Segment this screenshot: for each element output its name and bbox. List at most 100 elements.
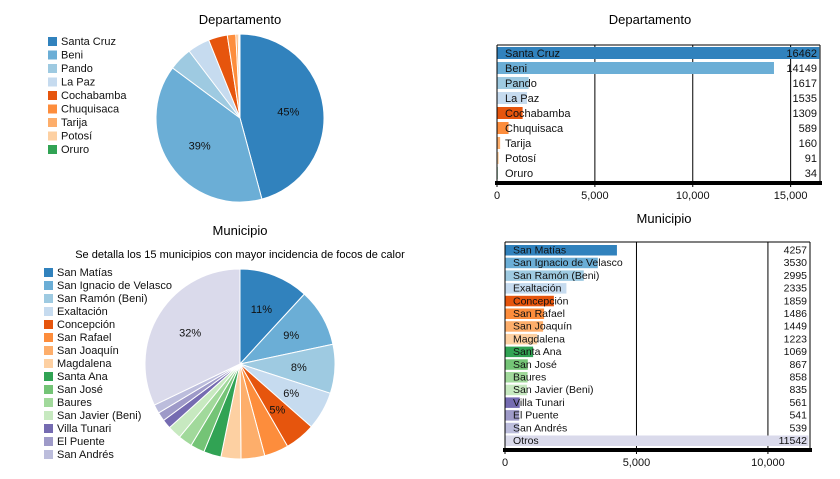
legend-label: Pando — [61, 63, 93, 75]
legend-swatch — [44, 398, 53, 407]
bar-category-label: Otros — [513, 435, 539, 447]
legend-swatch — [48, 104, 57, 114]
bar-category-label: La Paz — [505, 93, 539, 105]
bar — [505, 422, 520, 434]
bar-category-label: Pando — [505, 78, 537, 90]
bar-value-label: 91 — [805, 153, 817, 165]
municipio-pie-subtitle: Se detalla los 15 municipios con mayor i… — [75, 249, 405, 261]
bar-category-label: Potosí — [505, 153, 536, 165]
bar-value-label: 160 — [799, 138, 817, 150]
bar-category-label: Baures — [513, 372, 546, 384]
pie-percent-label: 8% — [291, 362, 307, 374]
bar — [505, 372, 528, 383]
bar — [505, 308, 545, 319]
bar — [505, 359, 528, 370]
bar — [505, 410, 520, 421]
bar — [505, 397, 520, 408]
bar-value-label: 1223 — [784, 333, 808, 345]
bar-value-label: 2335 — [784, 283, 808, 295]
bar — [505, 384, 527, 396]
legend-swatch — [44, 450, 53, 459]
legend-swatch — [44, 385, 53, 394]
legend-swatch — [48, 50, 57, 60]
tick-label: 15,000 — [774, 190, 808, 202]
bar-category-label: Concepción — [513, 295, 569, 307]
bar-category-label: Oruro — [505, 168, 533, 180]
legend-label: San Rafael — [57, 332, 111, 344]
legend-swatch — [44, 424, 53, 433]
bar-category-label: Tarija — [505, 138, 532, 150]
legend-label: Tarija — [61, 117, 88, 129]
bar-category-label: Chuquisaca — [505, 123, 564, 135]
legend-swatch — [44, 320, 53, 329]
bar-category-label: El Puente — [513, 410, 559, 422]
bar-value-label: 1486 — [784, 308, 808, 320]
legend-label: San José — [57, 384, 103, 396]
bar-value-label: 539 — [789, 422, 807, 434]
bar-value-label: 858 — [789, 372, 807, 384]
bar-category-label: San Ignacio de Velasco — [513, 257, 623, 269]
department-bar-chart: Departamento 0 5,000 10,000 15,000 Santa Cru… — [494, 12, 822, 202]
department-bar-title: Departamento — [609, 12, 691, 27]
legend-label: San Andrés — [57, 449, 114, 461]
legend-label: Baures — [57, 397, 92, 409]
municipio-pie-title: Municipio — [213, 223, 268, 238]
legend-swatch — [44, 372, 53, 381]
bar-value-label: 835 — [789, 384, 807, 396]
legend-swatch — [48, 37, 57, 46]
bar-value-label: 1449 — [784, 321, 808, 333]
legend-label: San Joaquín — [57, 345, 119, 357]
legend-swatch — [44, 359, 53, 368]
bar — [505, 283, 567, 294]
pie-slice — [155, 67, 263, 203]
bar — [505, 435, 809, 446]
legend-label: San Ignacio de Velasco — [57, 280, 172, 292]
bar — [497, 62, 774, 74]
bar-value-label: 541 — [789, 410, 807, 422]
bar-value-label: 11542 — [779, 435, 808, 447]
bar-value-label: 589 — [799, 123, 817, 135]
legend-label: Potosí — [61, 131, 92, 143]
bar-category-label: Santa Cruz — [505, 48, 560, 60]
bar-value-label: 1069 — [784, 346, 808, 358]
bar — [505, 295, 554, 307]
legend-swatch — [44, 281, 53, 290]
bar-category-label: Santa Ana — [513, 346, 562, 358]
pie-percent-label: 5% — [269, 405, 285, 417]
bar-value-label: 4257 — [784, 245, 808, 257]
legend-label: El Puente — [57, 436, 105, 448]
bar-category-label: San Matías — [513, 245, 566, 257]
legend-swatch — [44, 411, 53, 420]
bar-value-label: 2995 — [784, 270, 808, 282]
bar — [497, 47, 820, 59]
legend-swatch — [44, 268, 53, 277]
tick-label: 5,000 — [623, 457, 651, 469]
bar-value-label: 16462 — [786, 48, 817, 60]
bar-value-label: 3530 — [784, 257, 808, 269]
legend-swatch — [48, 145, 57, 154]
legend-label: Concepción — [57, 319, 115, 331]
tick-label: 5,000 — [581, 190, 609, 202]
legend-label: Beni — [61, 50, 83, 62]
bar-category-label: Beni — [505, 63, 527, 75]
bar-category-label: San Joaquín — [513, 321, 572, 333]
bar-category-label: San Ramón (Beni) — [513, 270, 599, 282]
bar-value-label: 561 — [789, 397, 807, 409]
bar — [497, 137, 501, 149]
bar-category-label: Exaltación — [513, 283, 562, 295]
legend-label: Oruro — [61, 144, 89, 156]
bar — [505, 270, 584, 281]
legend-label: La Paz — [61, 77, 95, 89]
legend-label: Cochabamba — [61, 90, 127, 102]
legend-label: San Matías — [57, 267, 113, 279]
bar-category-label: Villa Tunari — [513, 397, 565, 409]
municipio-pie-chart: Municipio Se detalla los 15 municipios c… — [44, 223, 405, 461]
tick-label: 0 — [494, 190, 500, 202]
bar-category-label: San José — [513, 359, 557, 371]
legend-label: Chuquisaca — [61, 104, 120, 116]
legend-swatch — [48, 118, 57, 127]
bar-value-label: 1859 — [784, 295, 808, 307]
legend-swatch — [48, 77, 57, 87]
legend-label: San Ramón (Beni) — [57, 293, 148, 305]
